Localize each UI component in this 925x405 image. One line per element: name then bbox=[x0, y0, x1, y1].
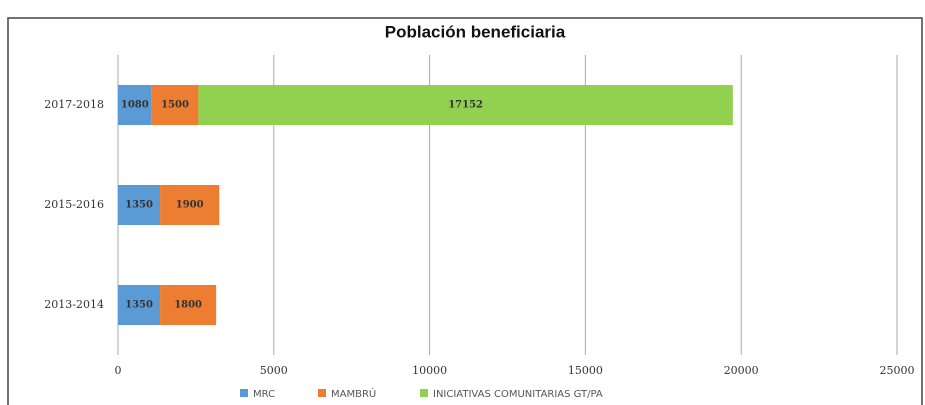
data-label: 1500 bbox=[161, 100, 189, 111]
x-tick-label: 0 bbox=[115, 364, 122, 377]
bar-segment bbox=[160, 185, 220, 225]
bar-segment bbox=[118, 285, 161, 325]
legend-label: INICIATIVAS COMUNITARIAS GT/PA bbox=[433, 389, 603, 400]
bar-segment bbox=[118, 85, 152, 125]
bar-segment bbox=[160, 285, 217, 325]
legend-label: MAMBRÚ bbox=[331, 387, 376, 400]
x-tick-label: 20000 bbox=[724, 364, 759, 377]
bar-segment bbox=[118, 185, 161, 225]
data-label: 1350 bbox=[125, 300, 153, 311]
data-label: 17152 bbox=[448, 100, 483, 111]
y-tick-label: 2013-2014 bbox=[44, 298, 104, 311]
x-tick-label: 5000 bbox=[260, 364, 288, 377]
bar-segment bbox=[198, 85, 733, 125]
legend-swatch bbox=[318, 389, 326, 397]
data-label: 1900 bbox=[176, 200, 204, 211]
legend-swatch bbox=[420, 389, 428, 397]
data-label: 1350 bbox=[125, 200, 153, 211]
data-label: 1080 bbox=[121, 100, 149, 111]
y-tick-label: 2015-2016 bbox=[44, 198, 104, 211]
data-label: 1800 bbox=[174, 300, 202, 311]
x-tick-label: 10000 bbox=[412, 364, 447, 377]
bar-segment bbox=[151, 85, 199, 125]
y-tick-label: 2017-2018 bbox=[44, 98, 104, 111]
chart-title: Población beneficiaria bbox=[385, 22, 566, 41]
x-tick-label: 25000 bbox=[880, 364, 915, 377]
legend-swatch bbox=[240, 389, 248, 397]
x-tick-label: 15000 bbox=[568, 364, 603, 377]
legend-label: MRC bbox=[253, 389, 275, 400]
